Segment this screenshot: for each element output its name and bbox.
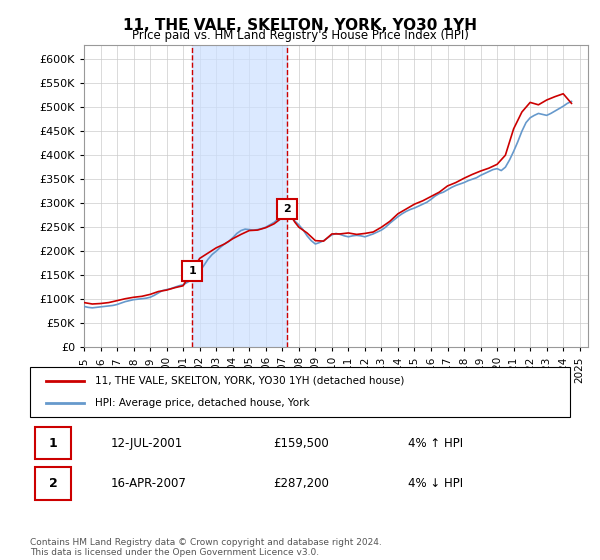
Bar <box>192 45 287 347</box>
Text: 1: 1 <box>49 437 58 450</box>
Text: 1: 1 <box>188 265 196 276</box>
Text: HPI: Average price, detached house, York: HPI: Average price, detached house, York <box>95 398 310 408</box>
Text: £159,500: £159,500 <box>273 437 329 450</box>
Text: 4% ↑ HPI: 4% ↑ HPI <box>408 437 463 450</box>
Text: 4% ↓ HPI: 4% ↓ HPI <box>408 477 463 490</box>
Text: 11, THE VALE, SKELTON, YORK, YO30 1YH (detached house): 11, THE VALE, SKELTON, YORK, YO30 1YH (d… <box>95 376 404 386</box>
Text: Price paid vs. HM Land Registry's House Price Index (HPI): Price paid vs. HM Land Registry's House … <box>131 29 469 42</box>
Text: 12-JUL-2001: 12-JUL-2001 <box>111 437 183 450</box>
FancyBboxPatch shape <box>30 367 570 417</box>
Text: 16-APR-2007: 16-APR-2007 <box>111 477 187 490</box>
FancyBboxPatch shape <box>35 468 71 500</box>
FancyBboxPatch shape <box>35 427 71 459</box>
Text: Contains HM Land Registry data © Crown copyright and database right 2024.
This d: Contains HM Land Registry data © Crown c… <box>30 538 382 557</box>
Text: 2: 2 <box>283 204 291 214</box>
Text: 11, THE VALE, SKELTON, YORK, YO30 1YH: 11, THE VALE, SKELTON, YORK, YO30 1YH <box>123 18 477 33</box>
Text: £287,200: £287,200 <box>273 477 329 490</box>
Text: 2: 2 <box>49 477 58 490</box>
